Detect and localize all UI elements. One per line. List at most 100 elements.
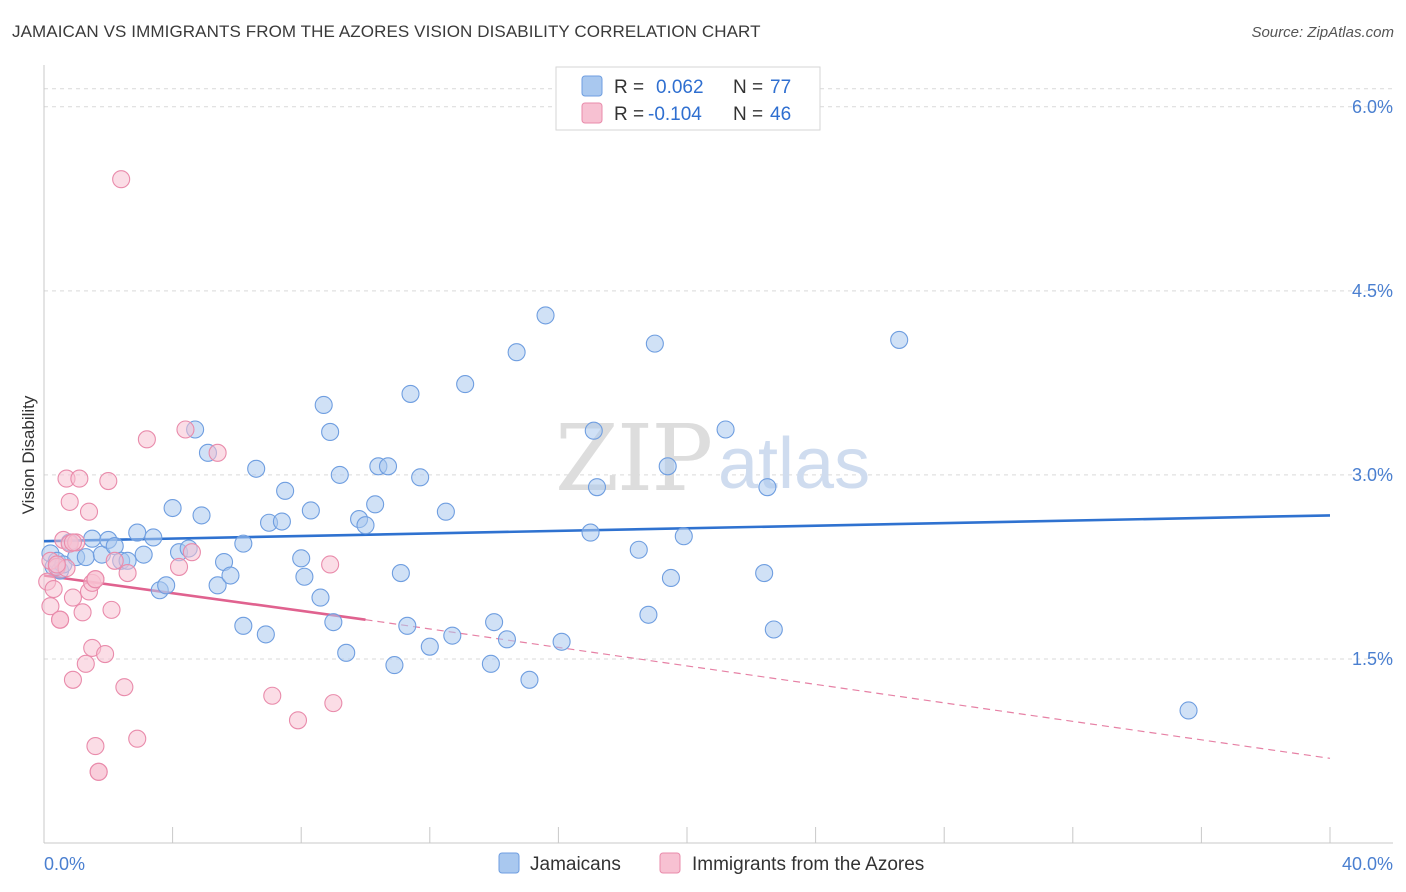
point-azores (51, 610, 70, 629)
point-azores (60, 492, 79, 511)
point-jamaicans (398, 616, 417, 635)
point-azores (86, 737, 105, 756)
source-label: Source: ZipAtlas.com (1251, 24, 1394, 41)
point-azores (63, 588, 82, 607)
point-azores (63, 533, 82, 552)
point-jamaicans (507, 343, 526, 362)
point-jamaicans (163, 498, 182, 518)
point-jamaicans (443, 626, 462, 645)
chart-title: JAMAICAN VS IMMIGRANTS FROM THE AZORES V… (12, 22, 761, 41)
point-jamaicans (134, 545, 153, 564)
point-jamaicans (157, 576, 176, 595)
point-azores (137, 430, 156, 449)
point-azores (44, 579, 63, 599)
top-legend: R = 0.062 N = 77 R = -0.104 N = 46 (555, 66, 821, 131)
point-azores (169, 557, 189, 576)
bottom-legend-swatch-jamaicans (498, 852, 520, 874)
legend-n-value-1: 77 (770, 77, 791, 98)
point-jamaicans (890, 330, 909, 349)
point-jamaicans (276, 481, 295, 500)
point-azores (112, 170, 131, 189)
point-jamaicans (581, 523, 600, 542)
point-jamaicans (76, 548, 95, 567)
point-azores (63, 670, 82, 689)
y-tick-labels: 1.5% 3.0% 4.5% 6.0% (1352, 97, 1393, 669)
point-azores (76, 654, 95, 673)
legend-swatch-jamaicans (581, 75, 603, 97)
axes (43, 65, 1393, 844)
x-tick-label-min: 0.0% (44, 854, 85, 874)
trend-lines (43, 514, 1331, 759)
point-jamaicans (1179, 701, 1198, 720)
point-azores (86, 570, 105, 589)
point-jamaicans (221, 566, 240, 585)
point-jamaicans (292, 549, 311, 568)
point-azores (115, 678, 134, 697)
point-azores (128, 729, 147, 748)
y-tick-label: 3.0% (1352, 465, 1393, 485)
data-points (38, 170, 1198, 781)
bottom-legend: Jamaicans Immigrants from the Azores (498, 852, 924, 875)
point-azores (105, 551, 124, 570)
point-jamaicans (385, 656, 404, 675)
point-jamaicans (716, 420, 735, 439)
point-jamaicans (456, 375, 475, 394)
point-jamaicans (658, 457, 677, 476)
x-tick-label-max: 40.0% (1342, 854, 1393, 874)
point-jamaicans (311, 588, 330, 607)
point-azores (288, 711, 308, 730)
point-jamaicans (314, 395, 333, 415)
point-azores (99, 471, 118, 491)
y-tick-label: 4.5% (1352, 281, 1393, 301)
legend-n-value-2: 46 (770, 104, 791, 125)
point-azores (47, 555, 66, 574)
point-jamaicans (301, 501, 320, 520)
trend-line-extension-azores (365, 619, 1331, 759)
point-jamaicans (295, 567, 314, 586)
point-jamaicans (256, 625, 275, 644)
watermark-atlas: atlas (718, 424, 870, 504)
watermark: ZIP atlas (555, 405, 870, 512)
point-jamaicans (324, 613, 343, 632)
point-jamaicans (128, 523, 147, 542)
legend-r-value-2: -0.104 (648, 104, 702, 125)
point-azores (96, 644, 115, 664)
grid-lines (44, 88, 1393, 660)
point-jamaicans (661, 568, 680, 588)
legend-r-value-1: 0.062 (656, 77, 704, 98)
point-jamaicans (629, 540, 648, 559)
point-jamaicans (764, 620, 783, 639)
point-jamaicans (584, 421, 603, 440)
point-jamaicans (272, 512, 291, 531)
point-jamaicans (208, 576, 227, 595)
point-azores (208, 443, 227, 462)
point-jamaicans (391, 564, 410, 583)
point-jamaicans (378, 457, 398, 476)
legend-n-label-1: N = (733, 77, 763, 98)
point-azores (321, 555, 340, 574)
point-azores (70, 469, 89, 488)
point-jamaicans (645, 334, 664, 353)
point-jamaicans (356, 516, 375, 535)
point-jamaicans (401, 384, 420, 403)
point-azores (118, 564, 137, 583)
point-jamaicans (552, 632, 571, 651)
bottom-legend-azores: Immigrants from the Azores (692, 854, 924, 875)
point-jamaicans (192, 506, 211, 525)
point-azores (41, 597, 60, 616)
y-tick-label: 1.5% (1352, 649, 1393, 669)
point-jamaicans (497, 630, 517, 649)
point-jamaicans (321, 422, 340, 442)
point-jamaicans (247, 459, 266, 478)
y-tick-label: 6.0% (1352, 97, 1393, 117)
point-azores (182, 543, 201, 562)
point-jamaicans (366, 495, 385, 514)
bottom-legend-jamaicans: Jamaicans (530, 854, 621, 875)
point-azores (324, 694, 343, 713)
point-azores (176, 420, 195, 439)
point-jamaicans (420, 637, 439, 656)
point-jamaicans (536, 306, 555, 325)
legend-r-label-1: R = (614, 77, 644, 98)
point-jamaicans (520, 670, 539, 689)
